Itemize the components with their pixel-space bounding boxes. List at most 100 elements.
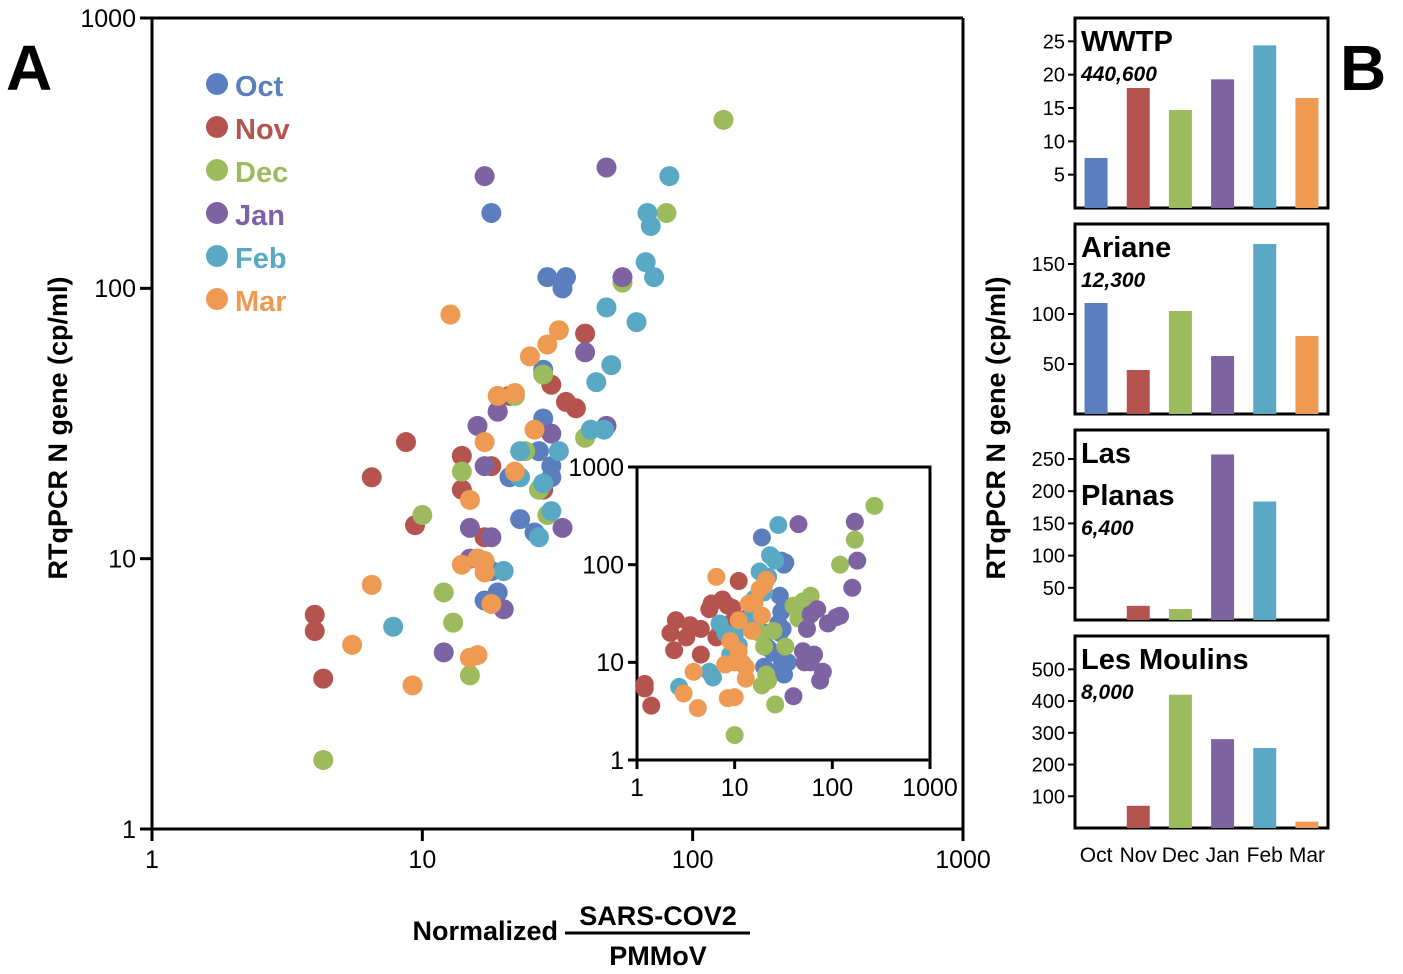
site-population: 12,300 <box>1081 269 1146 292</box>
inset-point-mar <box>684 662 703 681</box>
bar-y-tick-label: 150 <box>1032 513 1065 535</box>
main-point-oct <box>510 509 531 530</box>
main-point-mar <box>504 461 525 482</box>
bar-panel-frame <box>1073 222 1330 416</box>
bar-oct <box>1084 303 1108 414</box>
inset-point-dec <box>764 621 783 640</box>
main-point-dec <box>443 612 464 633</box>
inset-point-oct <box>778 653 797 672</box>
main-point-nov <box>304 621 325 642</box>
main-point-nov <box>304 604 325 625</box>
main-point-feb <box>626 312 647 333</box>
inset-point-jan <box>845 512 864 531</box>
main-point-mar <box>537 334 558 355</box>
main-point-feb <box>493 561 514 582</box>
inset-point-jan <box>789 515 808 534</box>
site-name: Las <box>1081 438 1131 470</box>
main-point-nov <box>451 445 472 466</box>
bar-jan <box>1211 739 1235 828</box>
bar-y-tick-label: 50 <box>1043 578 1065 600</box>
inset-point-nov <box>635 679 654 698</box>
main-point-mar <box>474 432 495 453</box>
inset-point-dec <box>831 555 850 574</box>
inset-point-nov <box>642 696 661 715</box>
bar-panel-wwtp: 5 10 15 20 25 WWTP 440,600 <box>1043 16 1330 210</box>
inset-x-tick-label: 100 <box>811 774 853 802</box>
inset-x-tick-label: 10 <box>721 774 749 802</box>
main-point-jan <box>612 267 633 288</box>
inset-point-dec <box>801 586 820 605</box>
main-y-axis-label: RTqPCR N gene (cp/ml) <box>43 276 73 579</box>
main-point-mar <box>487 385 508 406</box>
main-point-jan <box>459 517 480 538</box>
bar-dec <box>1168 110 1192 208</box>
main-point-mar <box>481 593 502 614</box>
bar-y-tick-label: 200 <box>1032 755 1065 777</box>
inset-point-dec <box>759 671 778 690</box>
bar-panel-frame <box>1073 634 1330 830</box>
main-point-mar <box>459 489 480 510</box>
legend-label-nov: Nov <box>235 114 290 146</box>
main-point-jan <box>474 456 495 477</box>
main-point-nov <box>313 668 334 689</box>
main-point-nov <box>361 467 382 488</box>
inset-point-jan <box>797 619 816 638</box>
main-x-tick-label: 10 <box>408 846 436 874</box>
main-point-dec <box>451 461 472 482</box>
bar-nov <box>1126 605 1150 620</box>
main-point-jan <box>541 423 562 444</box>
bar-y-tick-label: 500 <box>1032 659 1065 681</box>
main-point-mar <box>402 675 423 696</box>
bar-panel-frame <box>1073 16 1330 210</box>
inset-point-mar <box>742 621 761 640</box>
bar-y-tick-label: 10 <box>1043 131 1065 153</box>
inset-scatter-plot: 1 10 100 1000 1 10 100 1000 <box>568 454 957 802</box>
site-name: WWTP <box>1081 26 1173 58</box>
legend-marker-feb <box>206 245 228 267</box>
inset-x-tick-label: 1000 <box>902 774 958 802</box>
main-point-feb <box>586 372 607 393</box>
main-point-feb <box>596 297 617 318</box>
bar-panel-les-moulins: 100 200 300 400 500 Les Moulins 8,000 <box>1032 634 1330 830</box>
main-x-axis-label-numerator: SARS-COV2 <box>579 901 737 931</box>
main-x-tick-label: 1000 <box>935 846 991 874</box>
site-name: Les Moulins <box>1081 644 1249 676</box>
inset-point-feb <box>769 515 788 534</box>
main-x-tick-label: 1 <box>145 846 159 874</box>
inset-point-jan <box>813 662 832 681</box>
bar-x-category-label: Dec <box>1162 844 1199 867</box>
bar-jan <box>1211 356 1235 414</box>
inset-point-feb <box>700 662 719 681</box>
inset-point-jan <box>848 551 867 570</box>
inset-point-dec <box>766 695 785 714</box>
bar-x-category-label: Oct <box>1080 844 1113 867</box>
legend-label-oct: Oct <box>235 71 284 103</box>
inset-point-mar <box>674 684 693 703</box>
main-point-dec <box>656 202 677 223</box>
bar-dec <box>1168 694 1192 828</box>
main-point-mar <box>361 574 382 595</box>
main-x-axis-label-denominator: PMMoV <box>609 941 707 971</box>
main-point-oct <box>556 267 577 288</box>
main-y-tick-label: 1 <box>122 816 136 844</box>
bar-y-tick-label: 20 <box>1043 65 1065 87</box>
legend-label-mar: Mar <box>235 286 287 318</box>
legend-label-dec: Dec <box>235 157 288 189</box>
bar-y-tick-label: 150 <box>1032 254 1065 276</box>
main-point-mar <box>440 304 461 325</box>
panel-a-label: A <box>6 32 52 104</box>
inset-point-oct <box>770 586 789 605</box>
bar-x-category-label: Jan <box>1206 844 1240 867</box>
inset-point-dec <box>845 530 864 549</box>
legend-marker-mar <box>206 288 228 310</box>
panel-b-label: B <box>1340 32 1386 104</box>
bar-nov <box>1126 370 1150 414</box>
bar-jan <box>1211 454 1235 620</box>
inset-point-nov <box>677 628 696 647</box>
inset-y-tick-label: 1000 <box>568 454 624 482</box>
bar-x-category-label: Feb <box>1247 844 1283 867</box>
main-point-jan <box>596 157 617 178</box>
main-point-mar <box>504 383 525 404</box>
bar-oct <box>1084 158 1108 208</box>
main-point-nov <box>395 432 416 453</box>
